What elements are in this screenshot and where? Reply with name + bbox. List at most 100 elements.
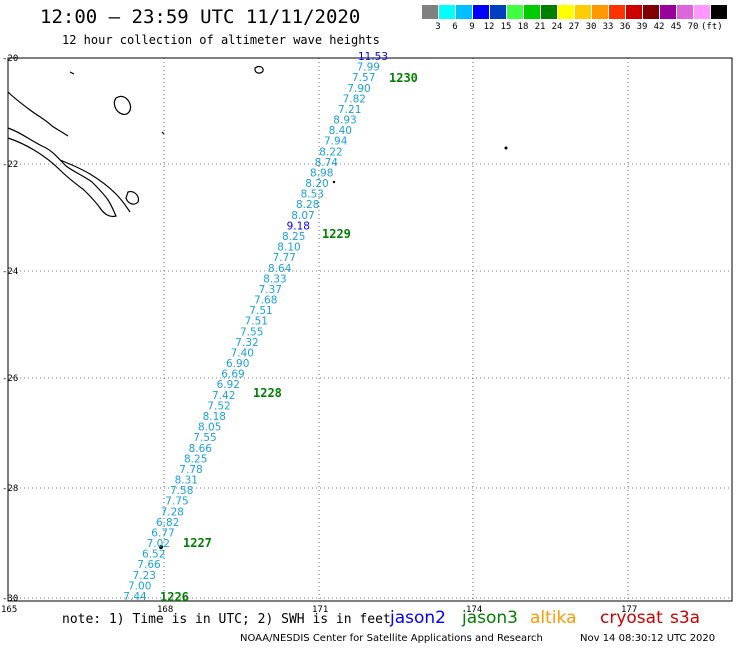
swh-value: 6.69 (221, 369, 244, 381)
colorbar-swatch (490, 5, 506, 19)
swh-value: 7.66 (137, 559, 161, 571)
pass-time-label: 1229 (322, 227, 351, 241)
swh-value: 7.21 (338, 104, 361, 116)
colorbar-label: 24 (551, 22, 563, 32)
swh-value: 7.52 (207, 400, 230, 412)
colorbar-label: 12 (483, 22, 495, 32)
swh-value: 8.53 (301, 189, 324, 201)
latitude-tick-label: -26 (2, 374, 18, 384)
swh-value: 7.40 (231, 348, 254, 360)
swh-value: 7.02 (147, 538, 170, 550)
coastline (7, 65, 264, 218)
colorbar-swatch (422, 5, 438, 19)
swh-value: 7.51 (245, 316, 268, 328)
map-frame (7, 57, 733, 602)
colorbar-swatch (626, 5, 642, 19)
longitude-tick-label: 165 (1, 605, 17, 615)
reef-dot (332, 180, 336, 184)
latitude-tick-label: -20 (2, 54, 18, 64)
colorbar-swatch (609, 5, 625, 19)
swh-value: 7.57 (352, 72, 375, 84)
loyalty-island-lifou (113, 95, 132, 115)
swh-value: 6.92 (217, 379, 240, 391)
pass-time-label: 1228 (253, 386, 282, 400)
colorbar-label: 15 (500, 22, 512, 32)
swh-value: 6.77 (151, 528, 174, 540)
swh-value: 6.52 (142, 549, 165, 561)
swh-value: 8.25 (282, 231, 305, 243)
colorbar-swatch (677, 5, 693, 19)
colorbar-label: (ft) (701, 22, 723, 32)
pass-time-label: 1230 (389, 71, 418, 85)
swh-value: 7.75 (165, 496, 188, 508)
colorbar-swatch (456, 5, 472, 19)
satellite-legend-jason3: jason3 (462, 608, 518, 628)
latitude-tick-label: -28 (2, 484, 18, 494)
longitude-tick-label: 171 (312, 605, 328, 615)
swh-value: 8.64 (268, 263, 292, 275)
track-time-labels: 1230 1229 1228 1227 1226 (160, 71, 418, 604)
swh-value: 7.44 (123, 591, 147, 603)
loyalty-island-mare (125, 191, 139, 205)
reef-dot (504, 146, 508, 150)
swh-value: 8.07 (291, 210, 314, 222)
colorbar-label: 33 (602, 22, 614, 32)
swh-value: 8.40 (329, 125, 352, 137)
units-note: note: 1) Time is in UTC; 2) SWH is in fe… (62, 612, 391, 627)
swh-value: 8.33 (263, 273, 286, 285)
credit-line: NOAA/NESDIS Center for Satellite Applica… (240, 633, 543, 644)
longitude-tick-label: 177 (621, 605, 637, 615)
swh-value: 7.23 (133, 570, 156, 582)
swh-value: 6.82 (156, 517, 179, 529)
colorbar-label: 3 (435, 22, 441, 32)
new-caledonia-coast-upper (7, 91, 69, 137)
altimeter-track: 11.537.997.577.907.827.218.938.407.948.2… (123, 51, 388, 603)
colorbar-label: 9 (469, 22, 475, 32)
colorbar-swatch (643, 5, 659, 19)
colorbar-label: 30 (585, 22, 597, 32)
swh-value: 8.98 (310, 168, 333, 180)
swh-value: 7.51 (249, 305, 272, 317)
swh-value: 7.99 (357, 62, 380, 74)
swh-value: 8.25 (184, 453, 207, 465)
colorbar-label: 70 (687, 22, 699, 32)
colorbar-swatch (473, 5, 489, 19)
latitude-tick-label: -22 (2, 160, 18, 170)
colorbar-label: 21 (534, 22, 546, 32)
swh-value: 7.78 (179, 464, 202, 476)
colorbar-label: 39 (636, 22, 648, 32)
swh-value: 8.20 (305, 178, 328, 190)
swh-value: 7.68 (254, 295, 277, 307)
colorbar-swatch (439, 5, 455, 19)
map-gridlines (8, 57, 732, 601)
reef-dot (159, 545, 163, 549)
walpole-island (254, 65, 264, 74)
colorbar-swatch (524, 5, 540, 19)
swh-value: 7.90 (347, 83, 370, 95)
swh-value: 8.66 (189, 443, 213, 455)
satellite-legend-altika: altika (530, 608, 577, 628)
colorbar-label: 6 (452, 22, 458, 32)
swh-value: 7.55 (193, 432, 216, 444)
colorbar-swatch (558, 5, 574, 19)
swh-value: 7.42 (212, 390, 235, 402)
latitude-tick-label: -24 (2, 267, 18, 277)
swh-value: 7.55 (240, 326, 263, 338)
swh-value: 11.53 (358, 51, 388, 63)
small-islet-2 (161, 131, 165, 135)
swh-value: 7.32 (235, 337, 258, 349)
swh-value: 7.28 (161, 506, 184, 518)
grande-terre-east (59, 159, 131, 213)
swh-value: 7.37 (259, 284, 282, 296)
swh-value: 7.00 (128, 580, 151, 592)
satellite-legend-cryosat: cryosat (600, 608, 663, 628)
map-title: 12:00 – 23:59 UTC 11/11/2020 (40, 6, 361, 28)
pass-time-label: 1226 (160, 590, 189, 604)
colorbar-swatch (660, 5, 676, 19)
satellite-legend-jason2: jason2 (390, 608, 446, 628)
swh-value: 9.18 (287, 220, 310, 232)
swh-value: 8.31 (175, 475, 198, 487)
satellite-legend-s3a: s3a (670, 608, 701, 628)
